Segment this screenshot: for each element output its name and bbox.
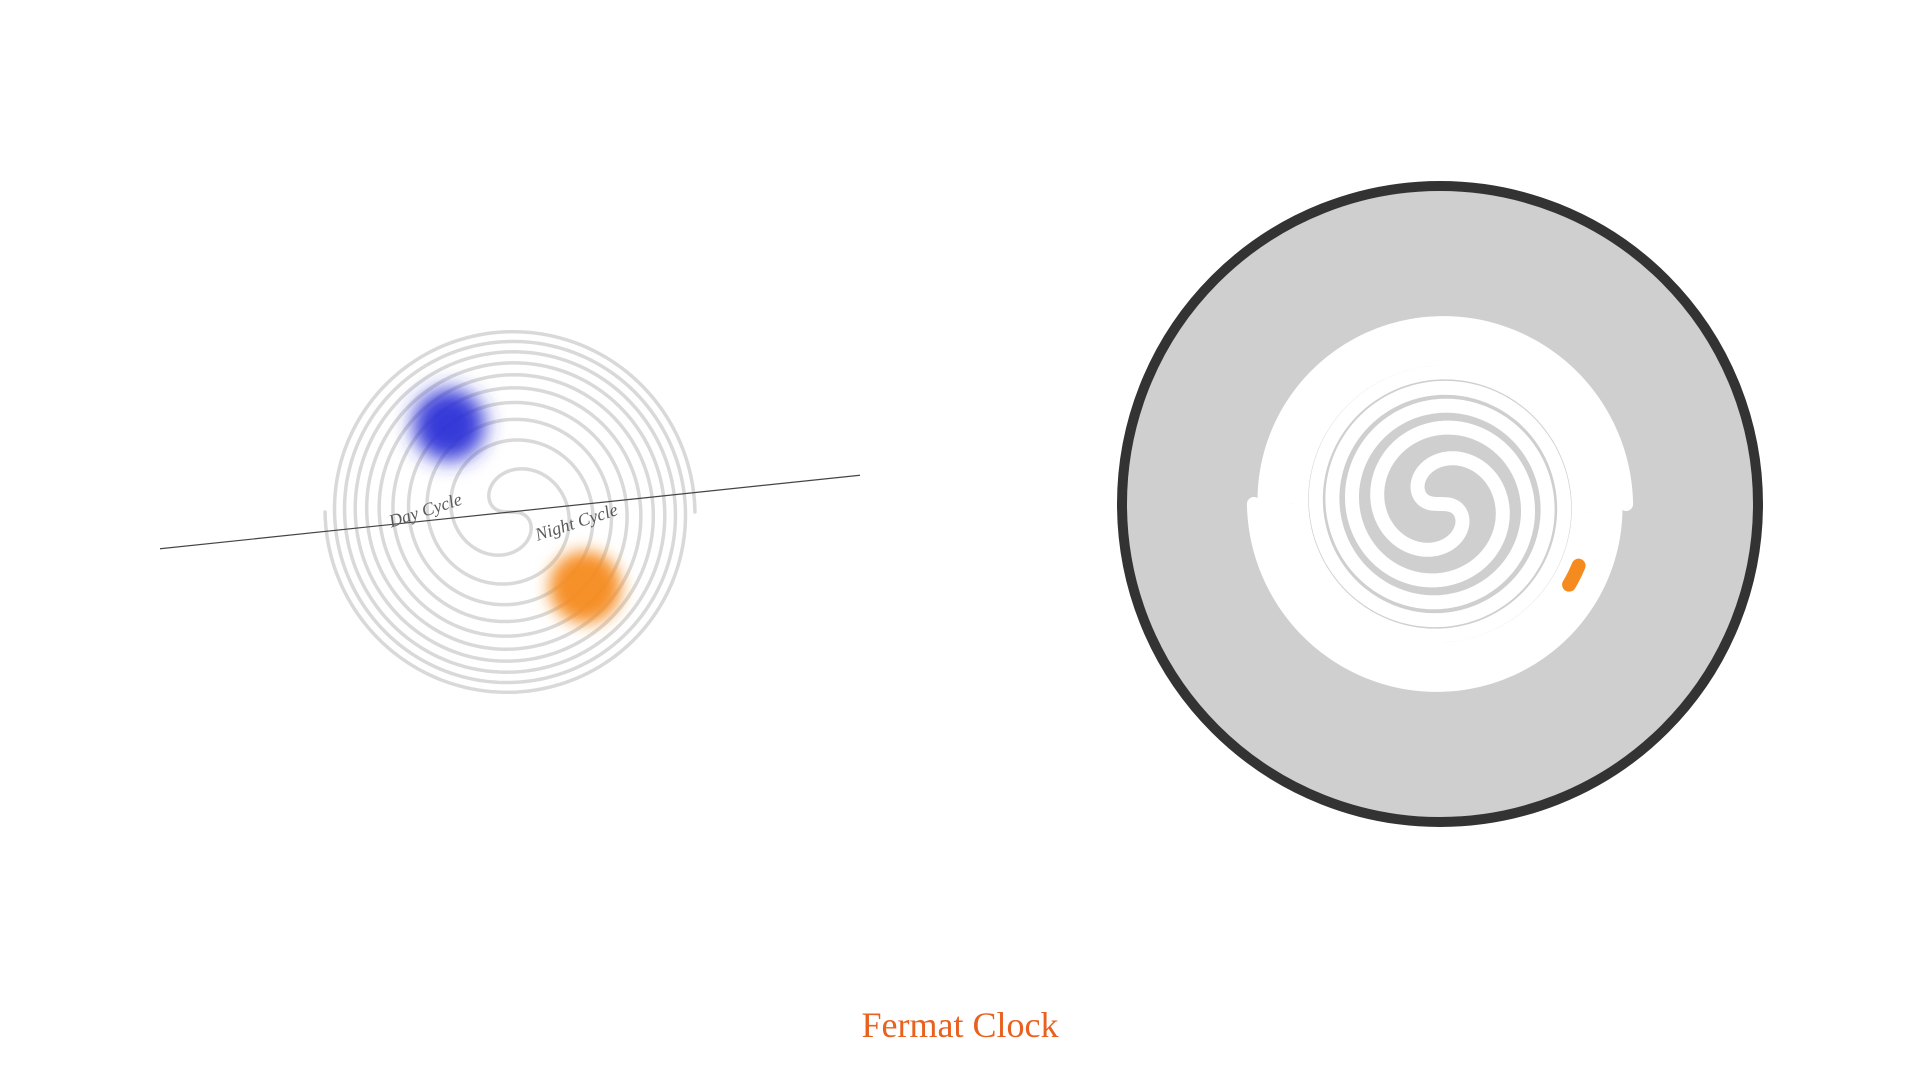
- night-cycle-label: Night Cycle: [532, 499, 620, 545]
- time-marker: [1569, 566, 1578, 585]
- page-title: Fermat Clock: [862, 1004, 1059, 1046]
- right-diagram: [1090, 154, 1790, 854]
- left-diagram: Day Cycle Night Cycle: [160, 162, 860, 862]
- stage: Day Cycle Night Cycle Fermat Clock: [0, 0, 1920, 1080]
- svg-text:Night Cycle: Night Cycle: [532, 499, 620, 545]
- sun-marker: [549, 551, 621, 623]
- svg-text:Day Cycle: Day Cycle: [385, 489, 464, 532]
- day-cycle-label: Day Cycle: [385, 489, 464, 532]
- divider-line: [160, 470, 860, 554]
- moon-marker: [413, 389, 485, 461]
